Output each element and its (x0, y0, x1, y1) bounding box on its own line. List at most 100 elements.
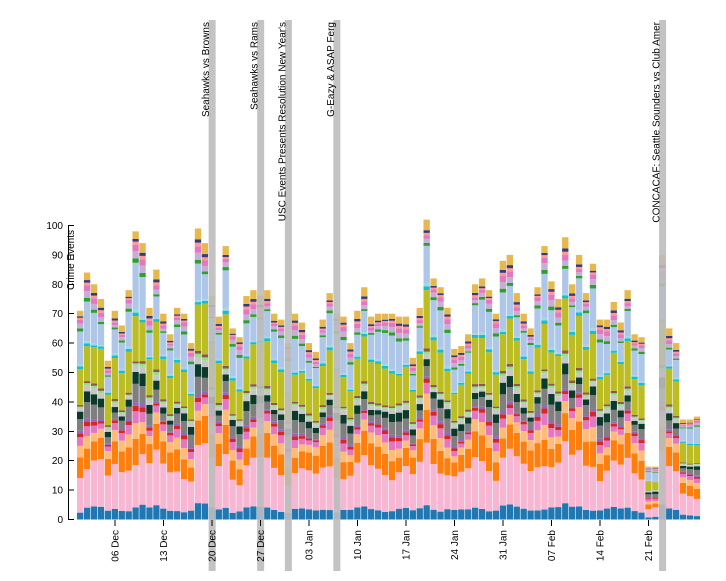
day-bar[interactable] (686, 419, 694, 520)
bar-segment (478, 388, 486, 392)
bar-segment (527, 410, 534, 413)
day-bar[interactable] (319, 319, 326, 520)
bar-segment (416, 315, 423, 319)
day-bar[interactable] (513, 293, 520, 520)
day-bar[interactable] (146, 307, 153, 520)
day-bar[interactable] (236, 337, 243, 520)
day-bar[interactable] (361, 287, 368, 520)
day-bar[interactable] (437, 287, 444, 520)
day-bar[interactable] (638, 337, 645, 520)
day-bar[interactable] (423, 219, 430, 520)
day-bar[interactable] (305, 343, 313, 520)
day-bar[interactable] (83, 272, 91, 520)
day-bar[interactable] (430, 278, 437, 520)
day-bar[interactable] (610, 301, 617, 520)
day-bar[interactable] (534, 287, 541, 520)
day-bar[interactable] (582, 293, 590, 520)
day-bar[interactable] (187, 343, 195, 520)
day-bar[interactable] (97, 299, 105, 520)
day-bar[interactable] (492, 313, 500, 520)
day-bar[interactable] (194, 228, 202, 520)
day-bar[interactable] (368, 316, 375, 520)
day-bar[interactable] (298, 322, 306, 520)
day-bar[interactable] (388, 313, 396, 520)
day-bar[interactable] (451, 348, 458, 520)
day-bar[interactable] (104, 360, 112, 520)
day-bar[interactable] (264, 290, 271, 520)
day-bar[interactable] (118, 325, 125, 520)
day-bar[interactable] (444, 307, 451, 520)
day-bar[interactable] (395, 316, 403, 520)
day-bar[interactable] (555, 299, 562, 520)
day-bar[interactable] (229, 328, 236, 520)
day-bar[interactable] (506, 254, 513, 520)
day-bar[interactable] (111, 310, 118, 520)
day-bar[interactable] (548, 281, 555, 520)
bar-segment (125, 392, 132, 395)
day-bar[interactable] (499, 260, 507, 520)
day-bar[interactable] (250, 290, 257, 520)
day-bar[interactable] (347, 343, 354, 520)
day-bar[interactable] (562, 237, 569, 520)
day-bar[interactable] (167, 334, 174, 520)
bar-segment (478, 296, 486, 300)
day-bar[interactable] (672, 343, 680, 520)
day-bar[interactable] (132, 231, 139, 520)
day-bar[interactable] (596, 319, 604, 520)
day-bar[interactable] (271, 313, 278, 520)
day-bar[interactable] (139, 243, 146, 520)
bar-segment (271, 445, 278, 468)
bar-segment (139, 317, 146, 320)
bar-segment (527, 439, 534, 451)
day-bar[interactable] (527, 328, 534, 520)
day-bar[interactable] (222, 246, 229, 520)
day-bar[interactable] (617, 322, 624, 520)
day-bar[interactable] (679, 419, 687, 520)
day-bar[interactable] (409, 357, 416, 520)
day-bar[interactable] (174, 307, 181, 520)
day-bar[interactable] (277, 319, 285, 520)
day-bar[interactable] (589, 263, 597, 520)
day-bar[interactable] (90, 284, 98, 520)
day-bar[interactable] (291, 313, 299, 520)
day-bar[interactable] (603, 319, 611, 520)
day-bar[interactable] (201, 243, 209, 520)
day-bar[interactable] (624, 290, 631, 520)
day-bar[interactable] (631, 334, 638, 520)
day-bar[interactable] (215, 316, 222, 520)
day-bar[interactable] (458, 346, 465, 520)
bar-segment (125, 434, 132, 448)
day-bar[interactable] (416, 307, 423, 520)
bar-segment (478, 391, 486, 398)
day-bar[interactable] (575, 254, 583, 520)
day-bar[interactable] (180, 313, 188, 520)
day-bar[interactable] (160, 313, 167, 520)
day-bar[interactable] (354, 310, 361, 520)
day-bar[interactable] (569, 284, 576, 520)
day-bar[interactable] (381, 313, 389, 520)
day-bar[interactable] (485, 290, 493, 520)
day-bar[interactable] (520, 313, 527, 520)
day-bar[interactable] (153, 269, 160, 520)
bar-segment (645, 509, 652, 518)
day-bar[interactable] (402, 316, 410, 520)
day-bar[interactable] (645, 466, 652, 520)
bar-segment (409, 370, 416, 374)
day-bar[interactable] (666, 328, 673, 520)
bar-segment (187, 481, 195, 511)
day-bar[interactable] (472, 284, 479, 520)
day-bar[interactable] (478, 278, 486, 520)
day-bar[interactable] (340, 316, 347, 520)
day-bar[interactable] (312, 351, 319, 520)
day-bar[interactable] (326, 293, 333, 520)
bar-segment (125, 303, 132, 309)
day-bar[interactable] (465, 334, 472, 520)
bar-segment (562, 374, 569, 389)
day-bar[interactable] (77, 310, 84, 520)
day-bar[interactable] (693, 416, 701, 520)
day-bar[interactable] (243, 296, 250, 520)
day-bar[interactable] (374, 313, 382, 520)
day-bar[interactable] (652, 466, 659, 520)
day-bar[interactable] (541, 246, 548, 520)
day-bar[interactable] (125, 290, 132, 520)
